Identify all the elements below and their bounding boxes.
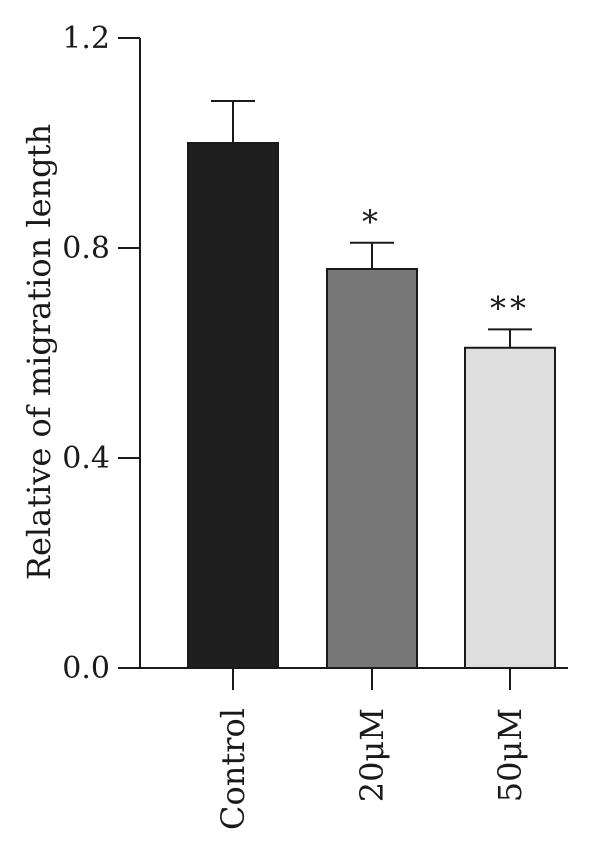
significance-marker: **: [490, 289, 530, 327]
significance-marker: *: [362, 203, 382, 241]
y-axis-title: Relative of migration length: [20, 124, 58, 580]
bar: [326, 268, 418, 669]
x-tick-label: 50μM: [491, 708, 529, 802]
y-tick-label: 0.8: [62, 231, 110, 266]
bar: [464, 346, 556, 669]
y-tick-label: 0.4: [62, 441, 110, 476]
bar: [187, 142, 279, 669]
x-tick-label: 20μM: [353, 708, 391, 802]
y-tick-label: 1.2: [62, 21, 110, 56]
x-tick-label: Control: [214, 708, 252, 830]
plot-area: 0.0 0.4 0.8 1.2 Control * 20μM ** 50μM: [62, 21, 568, 830]
y-tick-label: 0.0: [62, 651, 110, 686]
